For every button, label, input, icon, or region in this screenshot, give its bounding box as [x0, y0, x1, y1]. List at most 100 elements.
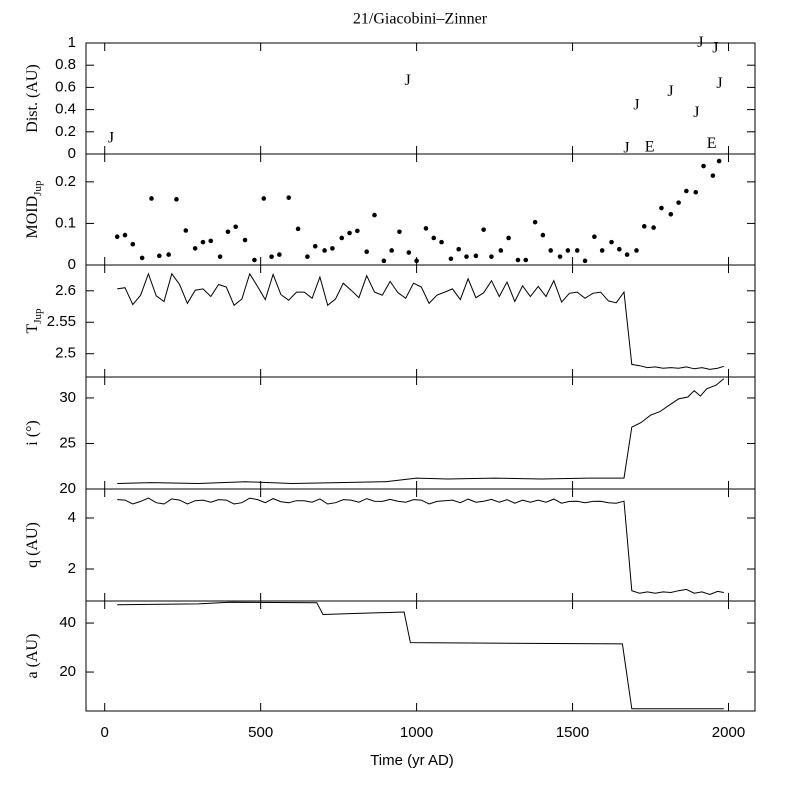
y-tick-label: 0.6: [55, 78, 76, 95]
point: [414, 258, 419, 264]
point: [659, 205, 664, 211]
point: [183, 228, 189, 233]
point: [225, 229, 231, 235]
y-axis-label-main: i (°): [24, 420, 41, 446]
y-tick-label: 20: [59, 480, 76, 497]
point: [448, 256, 454, 262]
panel-frame: [85, 600, 756, 712]
point: [481, 227, 486, 232]
point: [252, 257, 257, 263]
point: [200, 239, 206, 245]
point: [149, 196, 154, 201]
point: [406, 250, 412, 255]
y-axis-label-sub: Jup: [32, 180, 44, 196]
point: [651, 225, 656, 230]
point: [473, 253, 479, 259]
point: [312, 243, 318, 249]
panel-frame: [85, 42, 756, 155]
y-tick-label: 0: [68, 145, 76, 162]
point: [242, 237, 248, 243]
point-marker: J: [693, 104, 699, 121]
point: [355, 228, 360, 234]
y-axis-label: q (AU): [24, 522, 41, 568]
point: [617, 246, 622, 252]
y-tick-label: 0: [68, 256, 76, 273]
point-marker: J: [623, 140, 629, 157]
point: [498, 248, 504, 253]
point: [330, 246, 335, 251]
point: [557, 254, 563, 259]
y-axis-label: TJup: [24, 308, 44, 334]
point: [431, 235, 437, 241]
point: [701, 163, 706, 169]
point: [464, 254, 469, 259]
point: [548, 248, 554, 253]
point-marker: E: [645, 138, 655, 155]
point: [634, 248, 639, 253]
point: [515, 257, 521, 263]
panel-frame: [85, 264, 756, 378]
panel-frame: [85, 376, 756, 490]
y-tick-label: 2.5: [55, 345, 76, 362]
point: [574, 248, 580, 253]
point: [139, 255, 145, 261]
x-tick-label: 0: [101, 724, 109, 741]
point: [456, 246, 462, 252]
point: [372, 212, 377, 218]
point-marker: J: [697, 34, 703, 51]
point: [684, 188, 689, 194]
point: [114, 234, 120, 240]
point: [397, 229, 402, 235]
point-marker: J: [667, 83, 673, 100]
point: [286, 195, 292, 200]
point: [565, 248, 571, 253]
point: [322, 248, 327, 253]
y-axis-label: a (AU): [24, 634, 41, 679]
y-axis-label: Dist. (AU): [24, 64, 41, 132]
y-axis-label-main: T: [24, 324, 41, 334]
point: [599, 248, 605, 253]
y-tick-label: 20: [59, 663, 76, 680]
y-axis-label-main: MOID: [24, 196, 41, 239]
point: [174, 197, 179, 202]
y-axis-label-main: Dist. (AU): [24, 64, 41, 132]
point: [389, 248, 394, 253]
point: [339, 235, 345, 241]
point: [624, 252, 630, 257]
point: [532, 219, 538, 225]
line: [117, 497, 724, 596]
x-tick-label: 1000: [400, 724, 433, 741]
point: [592, 234, 597, 240]
y-axis-label-main: q (AU): [24, 522, 41, 568]
point: [295, 226, 301, 232]
point: [641, 224, 647, 229]
point: [208, 238, 214, 244]
x-axis-label: Time (yr AD): [370, 752, 454, 769]
point: [364, 249, 369, 254]
point-marker: J: [712, 40, 718, 57]
point: [540, 232, 546, 238]
line: [117, 272, 724, 370]
point: [506, 235, 511, 241]
x-tick-label: 500: [248, 724, 273, 741]
panel-frame: [85, 153, 756, 266]
y-axis-label: i (°): [24, 420, 41, 446]
point: [423, 226, 429, 231]
point: [130, 241, 136, 247]
point: [609, 239, 614, 245]
point: [716, 158, 722, 164]
x-tick-label: 2000: [712, 724, 745, 741]
y-tick-label: 25: [59, 434, 76, 451]
y-tick-label: 30: [59, 389, 76, 406]
point: [166, 252, 171, 257]
y-tick-label: 0.4: [55, 101, 76, 118]
y-tick-label: 0.2: [55, 123, 76, 140]
point: [192, 246, 198, 251]
point: [710, 173, 716, 178]
point-marker: J: [716, 75, 722, 92]
point: [122, 232, 128, 238]
y-tick-label: 2.55: [47, 313, 76, 330]
point: [217, 254, 223, 259]
y-tick-label: 1: [68, 34, 76, 51]
